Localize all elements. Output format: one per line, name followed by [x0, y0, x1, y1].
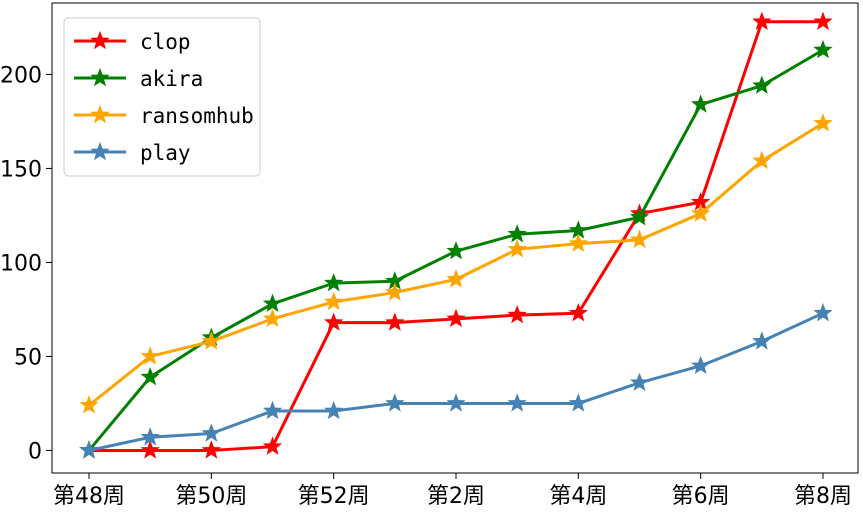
- data-point: [140, 427, 160, 446]
- data-point: [813, 11, 833, 31]
- legend-label-play: play: [140, 141, 191, 165]
- plot-frame: [51, 2, 859, 474]
- data-point: [324, 400, 344, 420]
- series-line: [88, 311, 824, 452]
- data-point: [813, 113, 833, 132]
- data-point: [752, 150, 772, 170]
- data-point: [568, 393, 588, 412]
- x-tick-label: 第8周: [794, 484, 852, 509]
- data-point: [262, 293, 283, 313]
- data-point: [262, 400, 283, 420]
- y-tick-label: 0: [28, 439, 42, 464]
- data-point: [507, 393, 527, 412]
- data-point: [201, 423, 221, 442]
- data-point: [813, 303, 833, 322]
- x-tick-label: 第4周: [549, 484, 607, 509]
- y-tick-label: 100: [0, 251, 42, 276]
- data-point: [752, 75, 772, 94]
- data-point: [691, 355, 711, 375]
- data-point: [507, 304, 527, 324]
- x-tick-label: 第2周: [427, 484, 485, 509]
- legend-marker: [90, 141, 110, 161]
- data-point: [691, 94, 711, 113]
- data-point: [752, 331, 772, 350]
- legend-label-ransomhub: ransomhub: [140, 104, 254, 128]
- axis-ticks: 0 50 100 150 200 第48周 第50周 第52周 第2周 第4周 第6周 第8周: [0, 63, 852, 509]
- data-point: [568, 303, 588, 322]
- y-tick-label: 200: [0, 63, 42, 88]
- data-point: [691, 203, 711, 222]
- series-ransomhub: [79, 113, 833, 414]
- x-tick-label: 第52周: [298, 484, 370, 509]
- data-point: [752, 11, 772, 31]
- data-point: [140, 346, 160, 365]
- x-tick-label: 第48周: [53, 484, 125, 509]
- data-point: [140, 440, 160, 459]
- data-point: [446, 393, 466, 412]
- legend-marker: [90, 30, 110, 50]
- y-tick-label: 50: [14, 345, 42, 370]
- data-point: [140, 366, 160, 386]
- legend-marker: [90, 104, 110, 124]
- data-point: [446, 241, 466, 260]
- data-point: [324, 291, 344, 311]
- series-play: [79, 303, 833, 459]
- data-point: [324, 312, 344, 331]
- legend-marker: [90, 67, 110, 87]
- y-tick-label: 150: [0, 157, 42, 182]
- data-point: [385, 312, 405, 331]
- legend-label-clop: clop: [140, 30, 191, 54]
- data-point: [446, 269, 466, 288]
- data-point: [568, 233, 588, 252]
- data-point: [201, 331, 221, 350]
- series-layer: [79, 11, 833, 459]
- data-point: [629, 372, 650, 391]
- data-point: [813, 39, 833, 59]
- data-point: [629, 207, 650, 226]
- data-point: [507, 239, 527, 258]
- legend-box: [63, 17, 261, 177]
- data-point: [79, 395, 99, 414]
- data-point: [262, 308, 283, 328]
- data-point: [385, 282, 405, 301]
- x-tick-label: 第50周: [175, 484, 247, 509]
- data-point: [446, 308, 466, 328]
- data-point: [262, 436, 283, 455]
- legend: clop akira ransomhub play: [63, 17, 261, 177]
- data-point: [79, 440, 99, 459]
- data-point: [385, 393, 405, 412]
- x-tick-label: 第6周: [672, 484, 730, 509]
- legend-label-akira: akira: [140, 67, 203, 91]
- data-point: [324, 272, 344, 292]
- data-point: [507, 224, 527, 243]
- data-point: [629, 229, 650, 249]
- data-point: [201, 440, 221, 459]
